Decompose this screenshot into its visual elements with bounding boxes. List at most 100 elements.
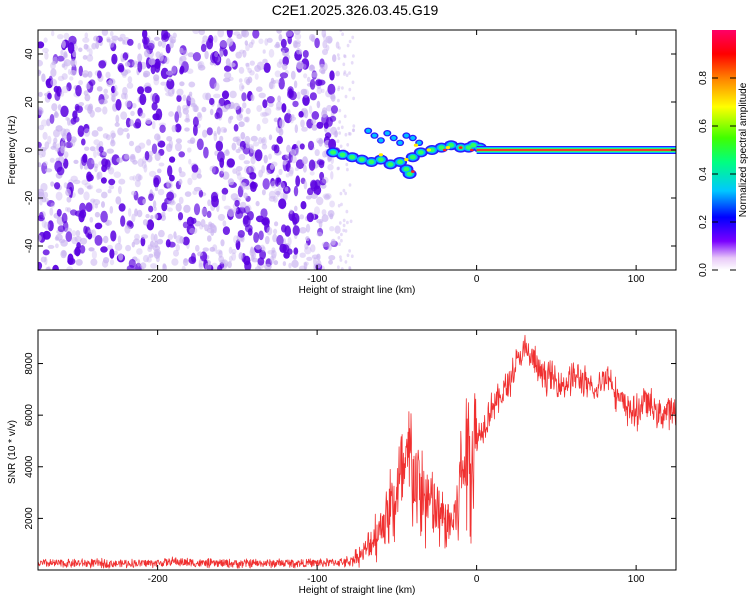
noise-blob — [93, 139, 100, 146]
noise-blob — [342, 218, 346, 223]
noise-blob — [106, 244, 113, 250]
noise-blob — [340, 202, 343, 207]
noise-blob — [153, 175, 162, 185]
noise-blob — [105, 219, 110, 226]
noise-blob — [350, 61, 354, 65]
noise-blob — [154, 152, 161, 161]
signal-blob — [377, 157, 384, 162]
noise-blob — [202, 92, 209, 101]
spectrogram-x-tick-label: -100 — [307, 274, 327, 285]
signal-blob — [368, 159, 375, 165]
noise-blob — [195, 244, 200, 252]
noise-blob — [273, 260, 279, 266]
noise-blob — [348, 267, 352, 270]
noise-blob — [314, 149, 320, 157]
noise-blob — [154, 186, 159, 192]
noise-blob — [152, 92, 159, 105]
noise-blob — [238, 66, 245, 74]
signal-blob — [416, 140, 422, 145]
noise-blob — [187, 147, 192, 153]
noise-blob — [321, 88, 325, 93]
noise-blob — [86, 157, 95, 170]
noise-blob — [118, 252, 124, 261]
noise-blob — [54, 182, 61, 190]
noise-blob — [262, 58, 268, 64]
noise-blob — [100, 246, 108, 253]
noise-blob — [108, 166, 115, 175]
noise-blob — [186, 216, 195, 227]
noise-blob — [236, 113, 243, 122]
noise-blob — [50, 202, 55, 208]
noise-blob — [134, 233, 140, 241]
noise-blob — [271, 249, 277, 259]
noise-blob — [186, 95, 192, 107]
noise-blob — [89, 146, 96, 152]
noise-blob — [213, 225, 217, 234]
noise-blob — [262, 246, 266, 252]
noise-blob — [43, 221, 50, 230]
colorbar-tick-label: 0.8 — [698, 71, 709, 85]
noise-blob — [84, 93, 91, 102]
noise-blob — [219, 40, 228, 48]
noise-blob — [112, 39, 117, 44]
noise-blob — [281, 49, 285, 56]
noise-blob — [261, 112, 269, 117]
noise-blob — [71, 230, 77, 237]
noise-blob — [154, 36, 160, 41]
noise-blob — [51, 60, 57, 66]
signal-blob — [330, 150, 337, 155]
noise-blob — [184, 118, 191, 123]
signal-blob — [429, 147, 435, 153]
noise-blob — [323, 33, 327, 42]
noise-blob — [330, 156, 335, 165]
noise-blob — [221, 193, 227, 202]
noise-blob — [219, 40, 227, 50]
noise-blob — [233, 31, 241, 36]
noise-blob — [97, 70, 102, 79]
noise-blob — [38, 261, 43, 270]
noise-blob — [267, 250, 275, 255]
noise-blob — [274, 221, 279, 227]
noise-blob — [166, 78, 175, 90]
snr-x-tick-label: -100 — [307, 574, 327, 585]
noise-blob — [38, 59, 43, 67]
spectrogram-x-tick-label: 100 — [628, 274, 645, 285]
noise-blob — [70, 209, 78, 216]
noise-blob — [333, 131, 338, 138]
noise-blob — [344, 229, 348, 233]
noise-blob — [95, 188, 102, 194]
noise-blob — [150, 215, 154, 220]
noise-blob — [351, 80, 355, 85]
noise-blob — [225, 58, 231, 67]
noise-blob — [91, 42, 97, 50]
noise-blob — [254, 149, 263, 162]
noise-blob — [56, 143, 60, 153]
noise-blob — [248, 165, 256, 174]
noise-blob — [65, 188, 71, 196]
noise-blob — [151, 120, 156, 130]
noise-blob — [198, 64, 206, 71]
noise-blob — [321, 214, 329, 223]
noise-blob — [188, 91, 193, 97]
noise-blob — [54, 110, 58, 117]
noise-blob — [87, 71, 93, 78]
noise-blob — [78, 102, 85, 107]
noise-blob — [243, 215, 249, 225]
noise-blob — [165, 43, 171, 54]
noise-blob — [41, 73, 46, 82]
noise-blob — [272, 233, 278, 243]
noise-blob — [183, 204, 191, 213]
noise-blob — [193, 124, 198, 136]
noise-blob — [57, 225, 65, 233]
noise-blob — [304, 242, 309, 250]
noise-blob — [161, 211, 166, 218]
noise-blob — [45, 267, 51, 270]
noise-blob — [346, 253, 350, 258]
noise-blob — [46, 200, 55, 207]
noise-blob — [245, 107, 251, 115]
noise-blob — [328, 138, 337, 151]
noise-blob — [210, 52, 218, 64]
noise-blob — [115, 114, 120, 124]
noise-blob — [276, 234, 284, 246]
noise-blob — [206, 210, 212, 218]
